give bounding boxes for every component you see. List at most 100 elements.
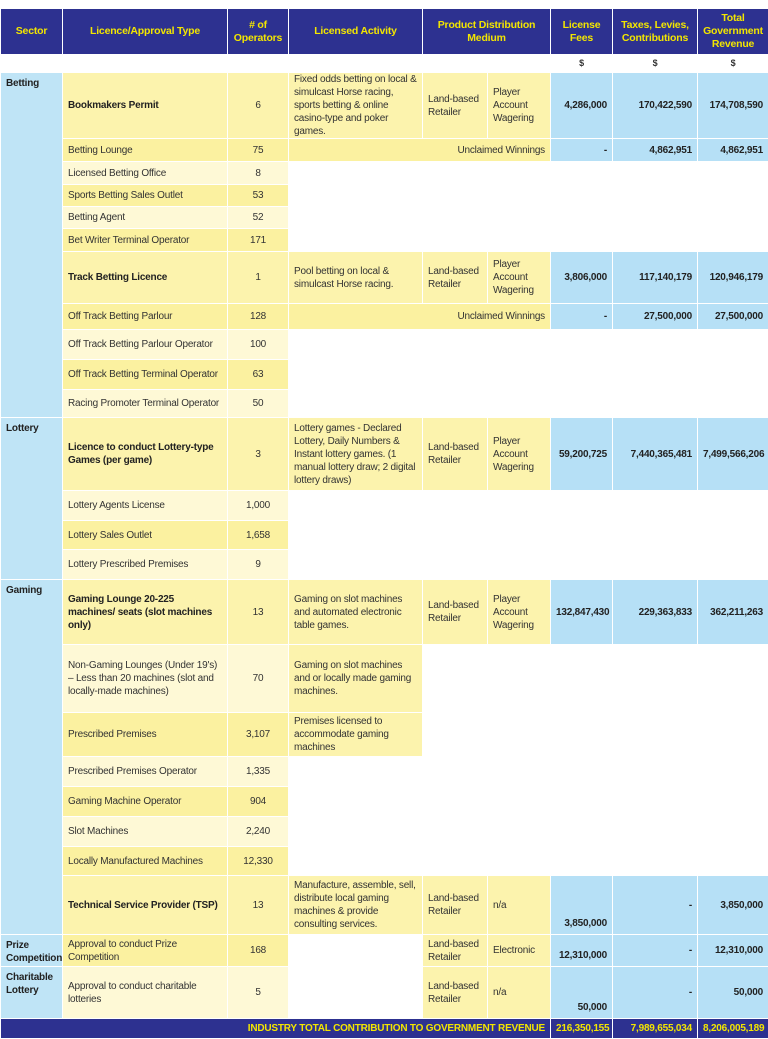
taxes-levies: 229,363,833	[612, 579, 698, 645]
license-fees: 12,310,000	[550, 934, 613, 967]
empty-cell	[550, 549, 768, 580]
operator-count: 3	[227, 417, 289, 491]
licence-type: Licensed Betting Office	[62, 161, 228, 185]
distribution-wagering: Electronic	[487, 934, 551, 967]
header-medium: Product Distribution Medium	[422, 8, 551, 55]
table-row: Prescribed Premises 3,107 Premises license…	[1, 712, 768, 757]
table-row: Betting Bookmakers Permit 6 Fixed odds bett…	[0, 72, 768, 418]
licence-type: Slot Machines	[62, 816, 228, 847]
header-activity: Licensed Activity	[288, 8, 423, 55]
empty-cell	[550, 206, 768, 229]
licensed-activity: Pool betting on local & simulcast Horse …	[288, 251, 423, 304]
table-row: Non-Gaming Lounges (Under 19's) – Less t…	[1, 644, 768, 713]
header-type: Licence/Approval Type	[62, 8, 228, 55]
license-fees: 132,847,430	[550, 579, 613, 645]
total-revenue: 50,000	[697, 966, 768, 1019]
licensed-activity: Premises licensed to accommodate gaming …	[288, 712, 423, 757]
operator-count: 6	[227, 72, 289, 139]
empty-cell	[288, 228, 551, 252]
taxes-levies: 170,422,590	[612, 72, 698, 139]
operator-count: 8	[227, 161, 289, 185]
table-row: Lottery Agents License 1,000	[1, 490, 768, 521]
empty-cell	[288, 786, 551, 817]
table-row: Prize Competition Approval to conduct Pri…	[0, 934, 768, 967]
taxes-levies: -	[612, 875, 698, 935]
licence-type: Lottery Prescribed Premises	[62, 549, 228, 580]
empty-cell	[288, 549, 551, 580]
license-fees: -	[550, 303, 613, 330]
header-sector: Sector	[0, 8, 63, 55]
table-row: Prescribed Premises Operator 1,335	[1, 756, 768, 787]
empty-cell	[288, 184, 551, 207]
table-row: Betting Lounge 75 Unclaimed Winnings -4,862…	[1, 138, 768, 162]
distribution-channel: Land-based Retailer	[422, 72, 488, 139]
distribution-wagering: Player Account Wagering	[487, 417, 551, 491]
empty-cell	[550, 712, 768, 757]
empty-cell	[422, 712, 551, 757]
licence-type: Off Track Betting Parlour	[62, 303, 228, 330]
operator-count: 1,000	[227, 490, 289, 521]
empty-cell	[550, 846, 768, 876]
operator-count: 70	[227, 644, 289, 713]
distribution-wagering: Player Account Wagering	[487, 579, 551, 645]
total-revenue: 3,850,000	[697, 875, 768, 935]
table-row: Technical Service Provider (TSP) 13 Manufa…	[1, 875, 768, 935]
empty-cell	[288, 490, 551, 521]
empty-cell	[422, 644, 551, 713]
licensed-activity: Manufacture, assemble, sell, distribute …	[288, 875, 423, 935]
distribution-channel: Land-based Retailer	[422, 579, 488, 645]
table-row: Betting Agent 52	[1, 206, 768, 229]
licensed-activity	[288, 966, 423, 1019]
footer-fees: 216,350,155	[550, 1018, 613, 1039]
licence-type: Betting Lounge	[62, 138, 228, 162]
licence-type: Technical Service Provider (TSP)	[62, 875, 228, 935]
table-row: Locally Manufactured Machines 12,330	[1, 846, 768, 876]
taxes-levies: -	[612, 934, 698, 967]
licensed-activity	[288, 934, 423, 967]
license-fees: 59,200,725	[550, 417, 613, 491]
total-revenue: 7,499,566,206	[697, 417, 768, 491]
licensed-activity: Gaming on slot machines and or locally m…	[288, 644, 423, 713]
license-fees: 3,850,000	[550, 875, 613, 935]
empty-cell	[550, 756, 768, 787]
taxes-levies: 27,500,000	[612, 303, 698, 330]
table-row: Lottery Sales Outlet 1,658	[1, 520, 768, 550]
table-footer: INDUSTRY TOTAL CONTRIBUTION TO GOVERNMEN…	[0, 1018, 768, 1039]
licence-type: Licence to conduct Lottery-type Games (p…	[62, 417, 228, 491]
header-operators: # of Operators	[227, 8, 289, 55]
unclaimed-winnings: Unclaimed Winnings	[288, 138, 551, 162]
table-row: Off Track Betting Terminal Operator 63	[1, 359, 768, 390]
table-row: Track Betting Licence 1 Pool betting on lo…	[1, 251, 768, 304]
licensed-activity: Lottery games - Declared Lottery, Daily …	[288, 417, 423, 491]
header-total: Total Government Revenue	[697, 8, 768, 55]
taxes-levies: 7,440,365,481	[612, 417, 698, 491]
distribution-channel: Land-based Retailer	[422, 966, 488, 1019]
empty-cell	[288, 359, 551, 390]
sector-cell: Lottery	[0, 417, 63, 580]
operator-count: 1,658	[227, 520, 289, 550]
sector-cell: Prize Competition	[0, 934, 63, 967]
table-row: Gaming Machine Operator 904	[1, 786, 768, 817]
currency-total: $	[697, 54, 768, 73]
table-row: Off Track Betting Parlour Operator 100	[1, 329, 768, 360]
operator-count: 12,330	[227, 846, 289, 876]
empty-cell	[550, 490, 768, 521]
footer-total: 8,206,005,189	[697, 1018, 768, 1039]
licence-type: Gaming Machine Operator	[62, 786, 228, 817]
distribution-wagering: n/a	[487, 875, 551, 935]
operator-count: 128	[227, 303, 289, 330]
operator-count: 53	[227, 184, 289, 207]
table-header: Sector Licence/Approval Type # of Operat…	[0, 8, 768, 73]
licence-type: Approval to conduct Prize Competition	[62, 934, 228, 967]
sector-cell: Gaming	[0, 579, 63, 935]
footer-taxes: 7,989,655,034	[612, 1018, 698, 1039]
table-body: Betting Bookmakers Permit 6 Fixed odds bett…	[0, 72, 768, 1019]
empty-cell	[550, 520, 768, 550]
licence-type: Prescribed Premises	[62, 712, 228, 757]
operator-count: 168	[227, 934, 289, 967]
empty-cell	[288, 206, 551, 229]
table-row: Lottery Prescribed Premises 9	[1, 549, 768, 580]
total-revenue: 4,862,951	[697, 138, 768, 162]
table-row: Charitable Lottery Approval to conduct ch…	[0, 966, 768, 1019]
distribution-wagering: Player Account Wagering	[487, 72, 551, 139]
